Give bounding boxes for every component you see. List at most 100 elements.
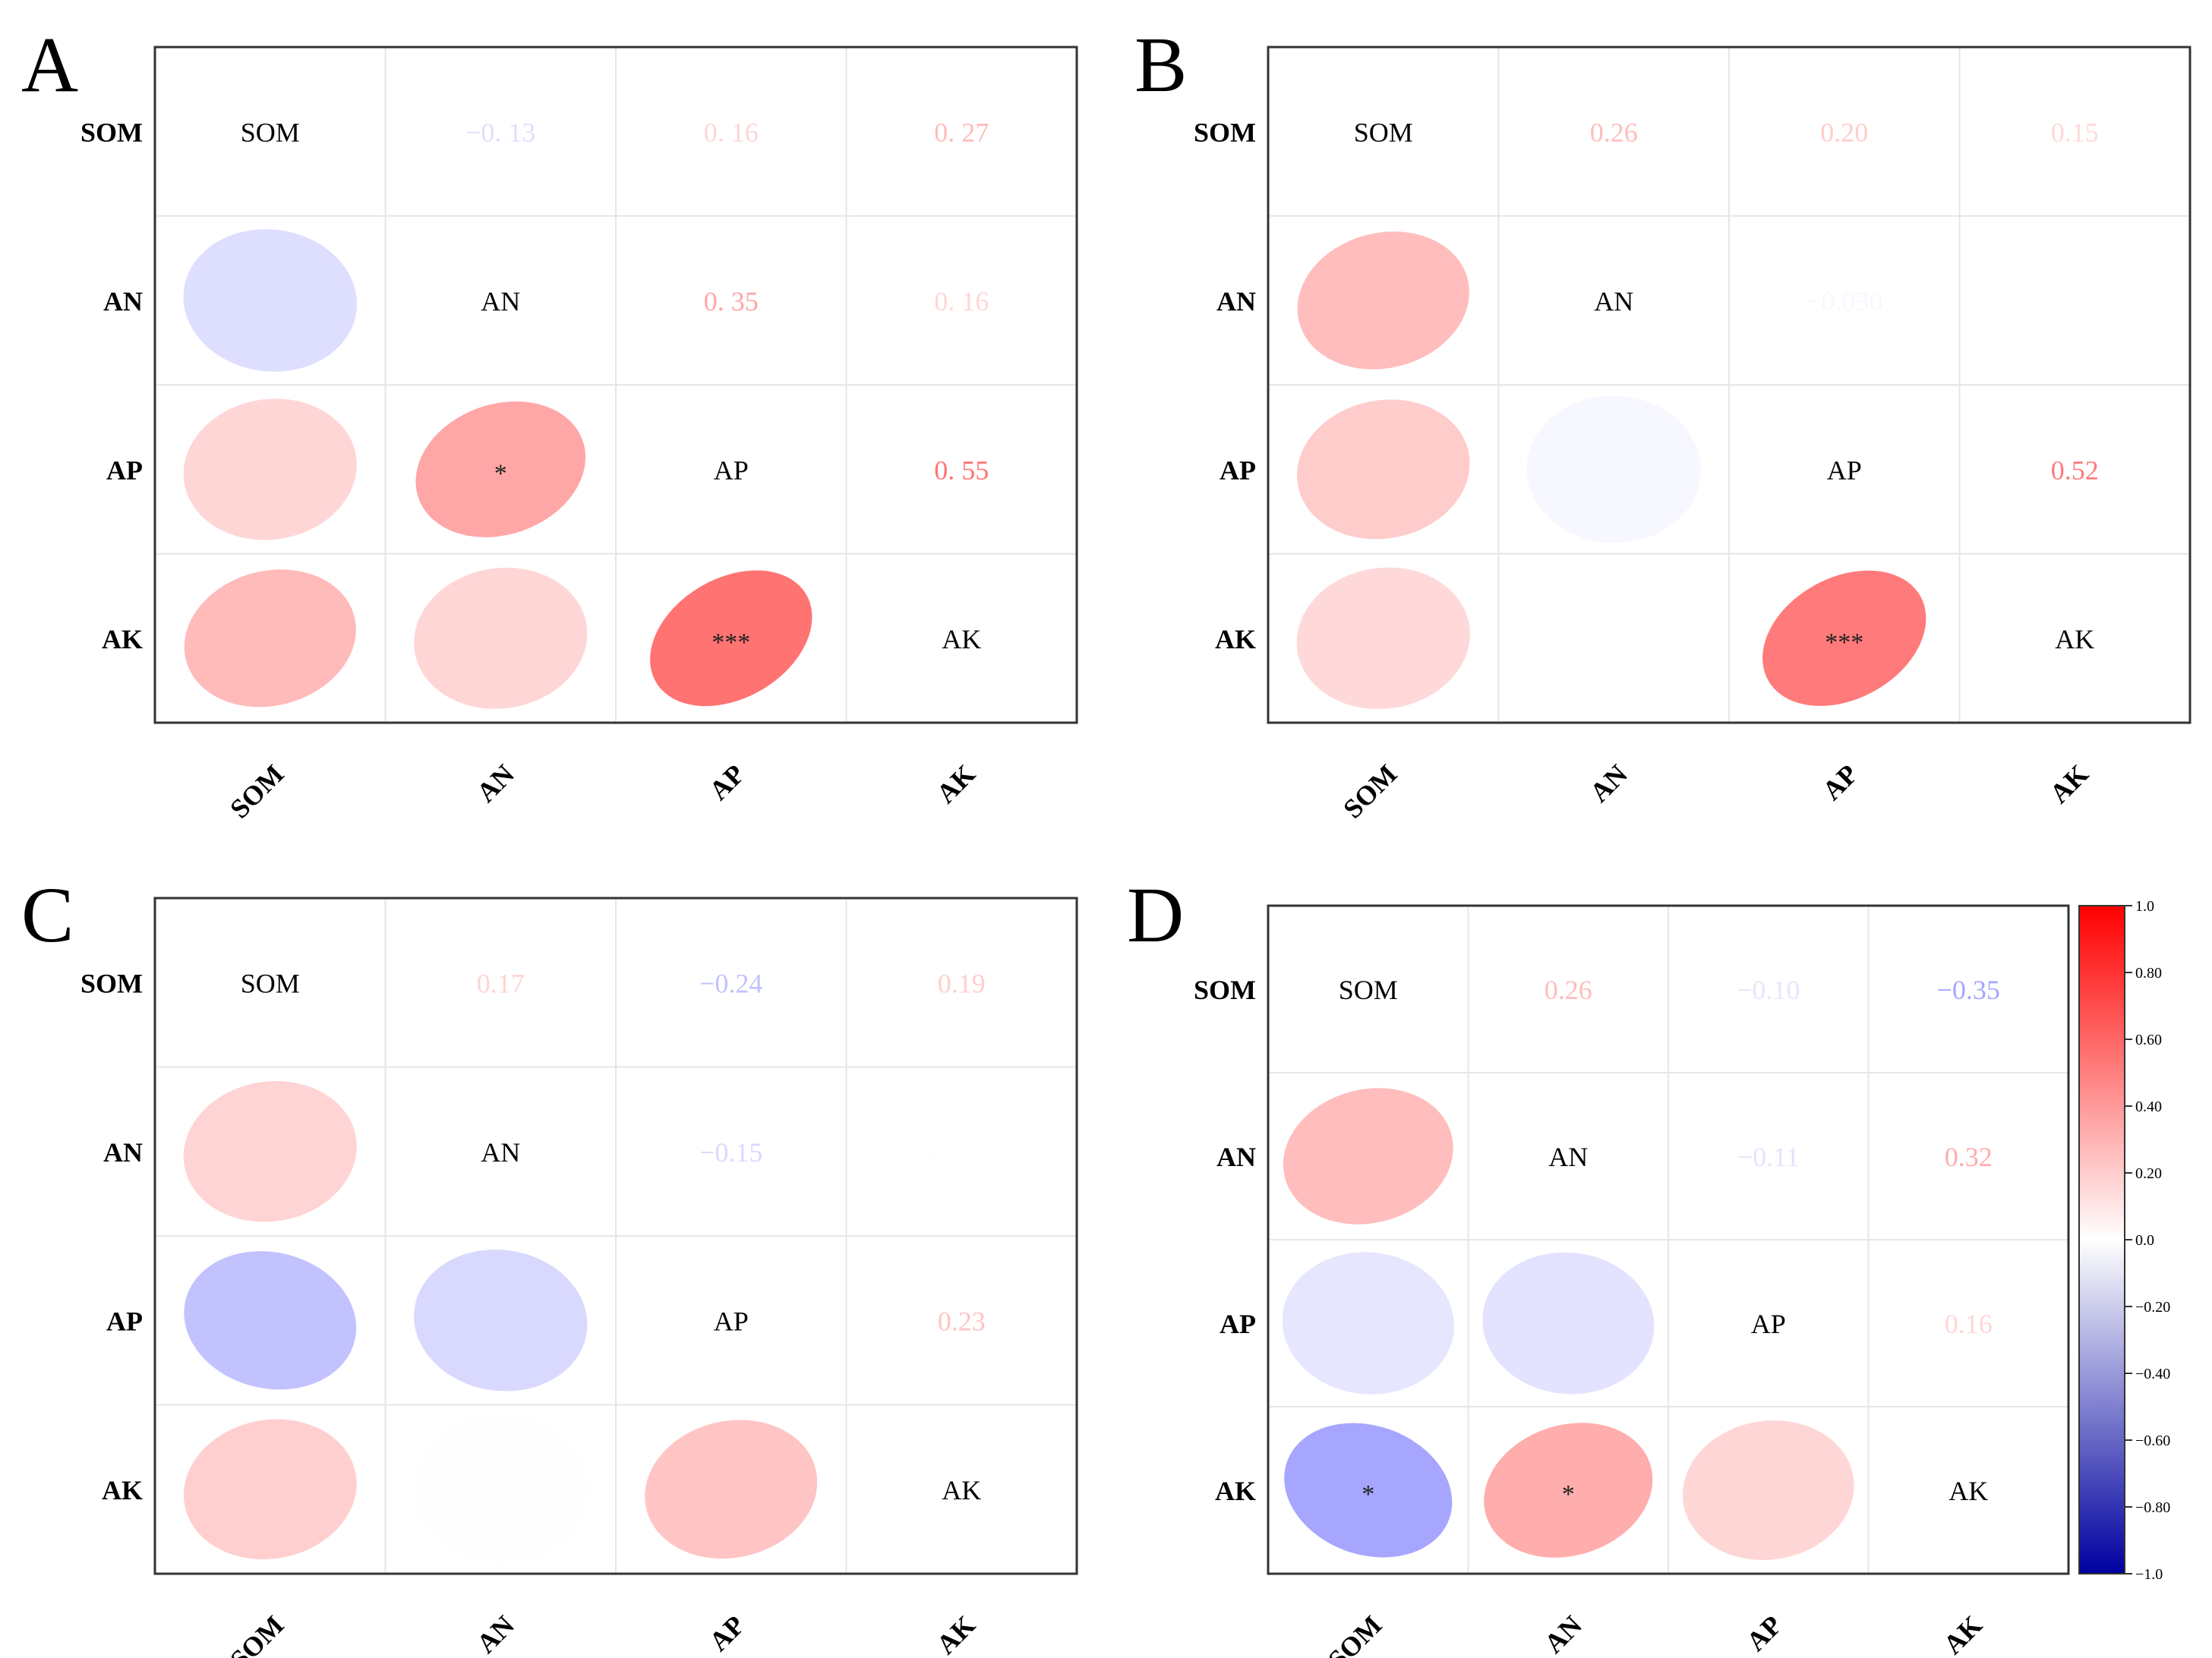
coefficient-label: 0. 16 xyxy=(934,286,989,317)
significance-mark: * xyxy=(494,459,507,487)
diagonal-label: AP xyxy=(1751,1309,1786,1339)
coefficient-label: 0. 16 xyxy=(704,117,759,147)
diagonal-label: AN xyxy=(1594,286,1633,317)
correlation-ellipse xyxy=(415,401,586,537)
colorbar-tick-label: 0.60 xyxy=(2135,1032,2162,1048)
coefficient-label: −0.11 xyxy=(1737,1142,1800,1172)
x-tick-label: AN xyxy=(471,1609,520,1658)
plot-frame xyxy=(1267,46,2191,724)
panel-letter: B xyxy=(1134,21,1187,109)
correlation-ellipse xyxy=(183,1419,357,1559)
x-tick-label: SOM xyxy=(224,1609,289,1658)
coefficient-label: 0. 35 xyxy=(704,286,759,317)
correlation-ellipse xyxy=(1296,567,1470,710)
correlation-ellipse xyxy=(1762,570,1926,706)
colorbar-tick-label: 0.20 xyxy=(2135,1165,2162,1182)
significance-mark: *** xyxy=(1825,629,1863,657)
coefficient-label: −0.0010 xyxy=(2030,286,2120,317)
y-tick-label: SOM xyxy=(80,968,143,998)
correlation-ellipse xyxy=(1283,1088,1453,1225)
significance-mark: * xyxy=(1362,1480,1374,1508)
y-tick-label: AP xyxy=(106,455,143,485)
diagonal-label: AK xyxy=(2055,624,2094,654)
coefficient-label: 0.17 xyxy=(477,968,525,998)
x-tick-label: AP xyxy=(1816,758,1863,805)
x-tick-label: AN xyxy=(1584,758,1633,808)
coefficient-label: −0.24 xyxy=(699,968,762,998)
correlation-ellipse xyxy=(184,569,356,708)
correlation-ellipse xyxy=(650,570,813,707)
y-tick-label: AP xyxy=(106,1306,143,1336)
coefficient-label: −0.35 xyxy=(1937,975,2000,1005)
y-tick-label: SOM xyxy=(1194,117,1256,147)
plot-frame xyxy=(153,897,1078,1575)
diagonal-label: AN xyxy=(481,286,520,317)
x-tick-label: AK xyxy=(2043,758,2094,809)
y-tick-label: AP xyxy=(1220,455,1256,485)
y-tick-label: AP xyxy=(1220,1309,1256,1339)
x-tick-label: AN xyxy=(471,758,520,808)
panel-letter: A xyxy=(21,21,78,109)
x-tick-label: AP xyxy=(1740,1609,1788,1656)
diagonal-label: AP xyxy=(714,1306,749,1336)
correlation-ellipse xyxy=(1284,1423,1453,1558)
diagonal-label: AK xyxy=(1949,1476,1988,1506)
panel-letter: D xyxy=(1127,872,1184,959)
diagonal-label: AK xyxy=(942,624,981,654)
colorbar-tick-label: −0.40 xyxy=(2135,1366,2170,1382)
correlation-ellipse xyxy=(1282,1252,1454,1395)
diagonal-label: SOM xyxy=(241,968,300,998)
x-tick-label: AK xyxy=(930,1609,980,1658)
coefficient-label: 0.32 xyxy=(1945,1142,1993,1172)
y-tick-label: AK xyxy=(1215,624,1256,654)
diagonal-label: AK xyxy=(942,1475,981,1505)
diagonal-label: SOM xyxy=(241,117,300,147)
colorbar-tick-label: 1.0 xyxy=(2135,898,2154,915)
coefficient-label: 0.16 xyxy=(1945,1309,1993,1339)
correlation-ellipse xyxy=(183,399,357,541)
correlation-ellipse xyxy=(183,229,357,372)
coefficient-label: 0.19 xyxy=(938,968,986,998)
x-tick-label: SOM xyxy=(1337,758,1403,824)
coefficient-label: 0.23 xyxy=(938,1306,986,1336)
colorbar-tick-label: −0.60 xyxy=(2135,1433,2170,1449)
y-tick-label: SOM xyxy=(80,117,143,147)
diagonal-label: SOM xyxy=(1354,117,1413,147)
correlation-ellipse xyxy=(1682,1420,1854,1560)
diagonal-label: AP xyxy=(1827,455,1862,485)
correlation-ellipse xyxy=(1484,1423,1653,1558)
coefficient-label: 0. 27 xyxy=(934,117,989,147)
y-tick-label: AK xyxy=(1215,1476,1256,1506)
x-tick-label: SOM xyxy=(224,758,289,824)
x-tick-label: AP xyxy=(703,1609,750,1656)
y-tick-label: AK xyxy=(102,624,143,654)
colorbar-tick-label: −1.0 xyxy=(2135,1566,2163,1583)
colorbar: 1.0 0.80 0.60 0.40 0.20 0.0 −0.20 −0.40 −0.60 −0.… xyxy=(2078,898,2170,1583)
diagonal-label: AN xyxy=(481,1137,520,1168)
x-tick-label: AP xyxy=(703,758,750,805)
panel-D: D SOM 0.26 −0.10 −0.35 AN −0.11 0.32 AP 0.16 * * AK S… xyxy=(1127,872,2070,1658)
coefficient-label: 0.26 xyxy=(1545,975,1592,1005)
coefficient-label: 0.15 xyxy=(2051,117,2099,147)
correlation-ellipse xyxy=(645,1420,818,1559)
colorbar-tick-label: 0.40 xyxy=(2135,1099,2162,1115)
diagonal-label: AP xyxy=(714,455,749,485)
y-tick-label: SOM xyxy=(1194,975,1256,1005)
correlation-ellipse xyxy=(183,1081,357,1222)
x-tick-label: AK xyxy=(1937,1609,1987,1658)
coefficient-label: −0.15 xyxy=(699,1137,762,1168)
y-tick-label: AK xyxy=(102,1475,143,1505)
colorbar-gradient xyxy=(2078,905,2125,1574)
diagonal-label: AN xyxy=(1548,1142,1588,1172)
colorbar-tick-label: −0.80 xyxy=(2135,1499,2170,1516)
correlation-ellipse xyxy=(184,1251,357,1390)
coefficient-label: −0.0036 xyxy=(917,1137,1007,1168)
x-tick-label: SOM xyxy=(1322,1609,1387,1658)
coefficient-label: −0.10 xyxy=(1737,975,1800,1005)
coefficient-label: 0.52 xyxy=(2051,455,2099,485)
correlation-ellipse xyxy=(1482,1252,1655,1395)
